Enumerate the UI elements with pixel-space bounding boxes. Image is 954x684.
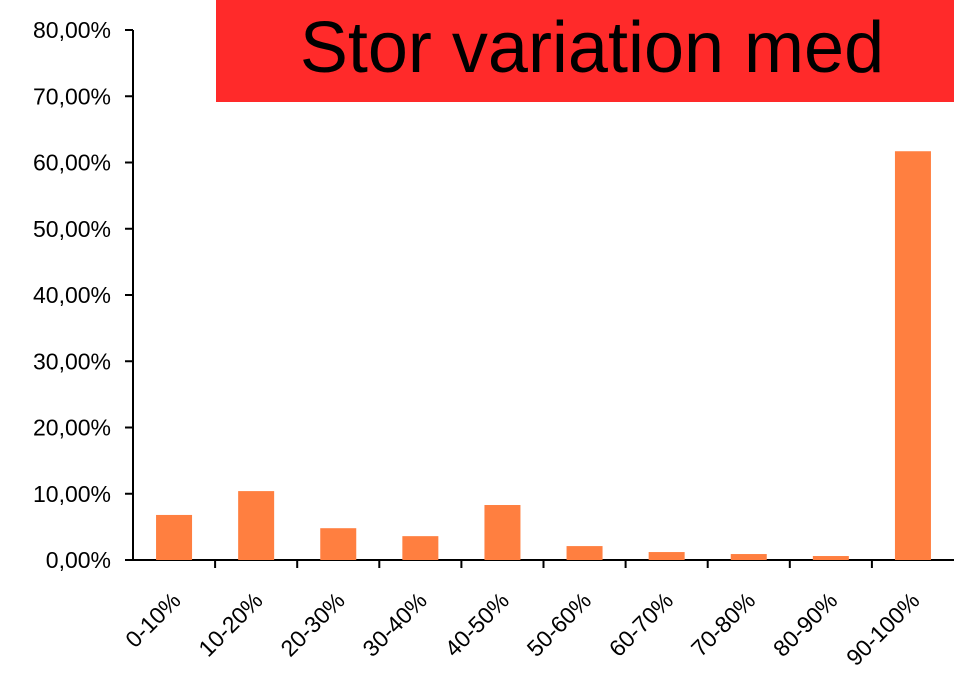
x-tick-label: 10-20% — [193, 587, 267, 661]
y-tick-label: 40,00% — [33, 282, 111, 308]
x-tick-label: 20-30% — [275, 587, 349, 661]
x-tick-label: 50-60% — [522, 587, 596, 661]
x-tick-label: 60-70% — [604, 587, 678, 661]
y-tick-label: 70,00% — [33, 83, 111, 109]
x-tick-label: 30-40% — [357, 587, 431, 661]
chart-title: Stor variation med — [300, 8, 884, 88]
x-tick-label: 70-80% — [686, 587, 760, 661]
y-tick-label: 60,00% — [33, 150, 111, 176]
y-tick-label: 20,00% — [33, 415, 111, 441]
bar — [156, 515, 192, 560]
bar — [567, 546, 603, 560]
bar — [320, 528, 356, 560]
bar — [649, 552, 685, 560]
y-tick-label: 0,00% — [46, 547, 111, 573]
bar — [731, 554, 767, 560]
x-tick-label: 90-100% — [841, 587, 924, 670]
bar — [402, 536, 438, 560]
bar — [484, 505, 520, 560]
y-tick-label: 30,00% — [33, 348, 111, 374]
x-tick-label: 40-50% — [440, 587, 514, 661]
y-tick-label: 80,00% — [33, 17, 111, 43]
y-tick-label: 50,00% — [33, 216, 111, 242]
bar — [813, 556, 849, 560]
y-tick-label: 10,00% — [33, 481, 111, 507]
x-tick-label: 0-10% — [120, 587, 185, 652]
bar — [895, 151, 931, 560]
x-tick-label: 80-90% — [768, 587, 842, 661]
chart: Stor variation med 0,00% 10,00% 20,00% 30,0… — [0, 0, 954, 684]
bar — [238, 491, 274, 560]
